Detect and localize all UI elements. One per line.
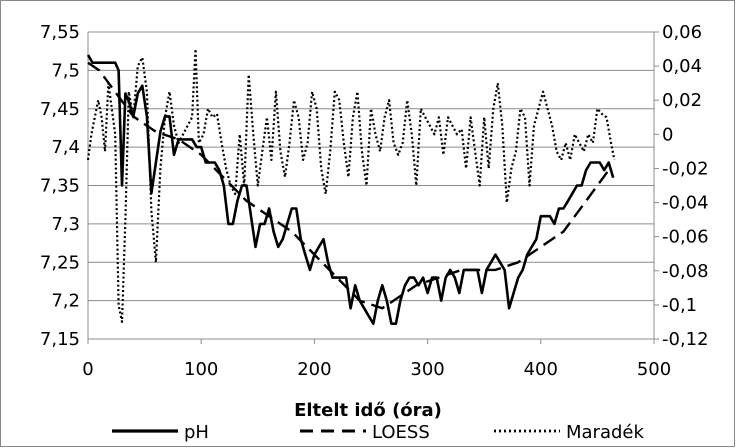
- x-tick-label: 200: [297, 359, 331, 380]
- series-line-ph: [86, 54, 615, 326]
- y-right-tick-label: 0,06: [662, 22, 702, 43]
- legend-label: pH: [184, 422, 209, 443]
- x-tick-label: 0: [82, 359, 93, 380]
- y-left-tick-label: 7,55: [40, 22, 80, 43]
- y-right-tick-label: 0: [662, 124, 673, 145]
- y-right-tick-label: -0,06: [662, 227, 709, 248]
- y-left-tick-label: 7,35: [40, 176, 80, 197]
- series-layer: [86, 47, 616, 326]
- legend-label: Maradék: [566, 422, 644, 443]
- label-layer: 7,15 7,2 7,25 7,3 7,35 7,4 7,45 7,5 7,55 -0,12 -0,…: [40, 22, 709, 380]
- y-left-tick-label: 7,15: [40, 329, 80, 350]
- y-left-tick-label: 7,2: [51, 291, 80, 312]
- legend-label: LOESS: [372, 422, 430, 443]
- x-axis-title: Eltelt idő (óra): [294, 400, 442, 421]
- y-left-tick-label: 7,3: [51, 214, 80, 235]
- y-left-tick-label: 7,25: [40, 252, 80, 273]
- y-right-tick-label: -0,1: [662, 295, 697, 316]
- x-tick-label: 100: [184, 359, 218, 380]
- y-right-tick-label: -0,08: [662, 261, 709, 282]
- x-tick-label: 300: [410, 359, 444, 380]
- y-right-tick-label: -0,12: [662, 329, 709, 350]
- y-right-tick-label: -0,02: [662, 158, 709, 179]
- y-right-tick-label: 0,04: [662, 56, 702, 77]
- y-right-tick-label: 0,02: [662, 90, 702, 111]
- y-left-tick-label: 7,45: [40, 99, 80, 120]
- series-line-loess: [87, 61, 614, 310]
- x-tick-label: 400: [524, 359, 558, 380]
- y-left-tick-label: 7,5: [51, 60, 80, 81]
- legend: pH LOESS Maradék: [112, 422, 644, 443]
- y-left-tick-label: 7,4: [51, 137, 80, 158]
- y-right-tick-label: -0,04: [662, 193, 709, 214]
- axis-layer: [87, 31, 659, 344]
- x-tick-label: 500: [637, 359, 671, 380]
- grid-layer: [88, 31, 654, 302]
